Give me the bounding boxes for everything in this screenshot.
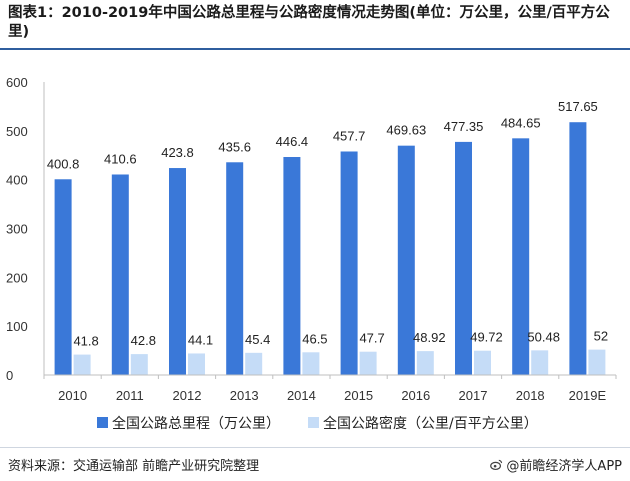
y-tick-label: 600 — [6, 75, 28, 90]
bar-road-density — [531, 350, 549, 375]
brand-text: @前瞻经济学人APP — [506, 459, 622, 474]
bar-total-mileage — [512, 138, 530, 375]
data-label-total-mileage: 446.4 — [276, 134, 309, 149]
legend-label-road-density: 全国公路密度（公里/百平方公里） — [323, 415, 538, 432]
data-label-total-mileage: 484.65 — [501, 115, 541, 130]
bar-road-density — [73, 354, 91, 375]
legend: 全国公路总里程（万公里） 全国公路密度（公里/百平方公里） — [97, 415, 538, 432]
y-tick-label: 500 — [6, 124, 28, 139]
data-label-road-density: 47.7 — [359, 331, 384, 346]
bar-total-mileage — [226, 162, 244, 375]
data-label-road-density: 44.1 — [188, 332, 213, 347]
bar-road-density — [588, 349, 606, 375]
data-label-total-mileage: 457.7 — [333, 128, 366, 143]
x-tick-label: 2014 — [287, 388, 316, 403]
bar-road-density — [130, 354, 148, 375]
bar-chart: 0 100 200 300 400 500 600 400.8 41.8 410.6 42.8 42… — [6, 75, 617, 432]
data-label-total-mileage: 469.63 — [386, 123, 426, 138]
data-label-total-mileage: 423.8 — [161, 145, 194, 160]
bar-road-density — [474, 350, 491, 375]
y-tick-label: 400 — [6, 173, 28, 188]
bar-total-mileage — [340, 151, 358, 375]
chart-title: 图表1：2010-2019年中国公路总里程与公路密度情况走势图(单位：万公里，公… — [8, 5, 610, 40]
data-label-road-density: 48.92 — [413, 330, 446, 345]
data-label-road-density: 41.8 — [73, 334, 98, 349]
x-tick-label: 2013 — [230, 388, 259, 403]
bar-total-mileage — [169, 168, 186, 375]
data-label-road-density: 50.48 — [527, 329, 560, 344]
bar-road-density — [302, 352, 320, 375]
data-label-road-density: 52 — [594, 329, 608, 344]
data-label-total-mileage: 477.35 — [444, 119, 484, 134]
bar-total-mileage — [111, 174, 129, 375]
data-label-road-density: 45.4 — [245, 332, 270, 347]
legend-swatch-road-density — [308, 417, 319, 428]
x-tick-label: 2012 — [173, 388, 202, 403]
y-tick-label: 200 — [6, 270, 28, 285]
x-tick-label: 2015 — [344, 388, 373, 403]
data-label-road-density: 42.8 — [131, 333, 156, 348]
source-note: 资料来源：交通运输部 前瞻产业研究院整理 — [8, 459, 260, 474]
brand-credit: @前瞻经济学人APP — [490, 455, 622, 474]
data-label-road-density: 49.72 — [470, 330, 503, 345]
bar-total-mileage — [283, 157, 301, 375]
x-axis: 2010 2011 2012 2013 2014 2015 2016 2017 2018 2019… — [43, 374, 617, 403]
x-tick-label: 2016 — [401, 388, 430, 403]
y-tick-label: 100 — [6, 319, 28, 334]
bar-road-density — [416, 351, 434, 375]
y-tick-label: 300 — [6, 222, 28, 237]
bar-road-density — [188, 353, 205, 375]
y-tick-label: 0 — [6, 368, 13, 383]
data-label-total-mileage: 517.65 — [558, 99, 598, 114]
title-divider — [0, 48, 630, 50]
x-tick-label: 2010 — [58, 388, 87, 403]
data-label-road-density: 46.5 — [302, 331, 327, 346]
bar-total-mileage — [569, 122, 587, 375]
data-label-total-mileage: 410.6 — [104, 151, 137, 166]
bar-total-mileage — [455, 141, 472, 375]
bars: 400.8 41.8 410.6 42.8 423.8 44.1 435.6 45.4 446.… — [47, 99, 608, 375]
weibo-icon — [490, 459, 503, 471]
x-tick-label: 2018 — [516, 388, 545, 403]
legend-label-total-mileage: 全国公路总里程（万公里） — [112, 415, 280, 432]
bar-total-mileage — [397, 145, 415, 375]
bar-road-density — [245, 352, 263, 375]
bar-total-mileage — [54, 179, 72, 375]
y-axis: 0 100 200 300 400 500 600 — [6, 75, 45, 383]
legend-swatch-total-mileage — [97, 417, 108, 428]
footer-divider — [0, 447, 630, 448]
x-tick-label: 2017 — [459, 388, 488, 403]
data-label-total-mileage: 435.6 — [218, 139, 251, 154]
x-tick-label: 2019E — [569, 388, 607, 403]
x-tick-label: 2011 — [116, 388, 144, 403]
data-label-total-mileage: 400.8 — [47, 156, 80, 171]
bar-road-density — [359, 351, 377, 375]
